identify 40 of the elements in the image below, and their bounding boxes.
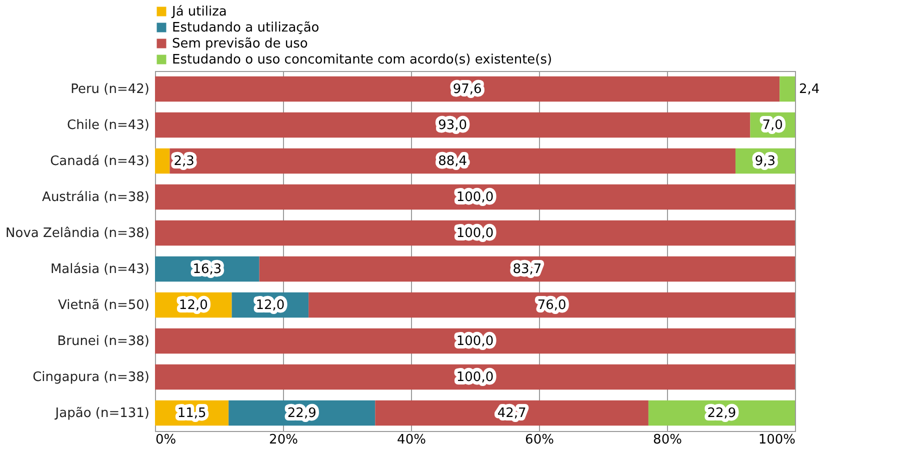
data-label: 7,0 — [762, 118, 783, 133]
data-label: 97,6 — [452, 82, 482, 97]
data-label: 42,7 — [497, 406, 526, 421]
data-label: 11,5 — [177, 406, 206, 421]
y-tick-label: Brunei (n=38) — [57, 334, 150, 349]
y-tick-label: Austrália (n=38) — [42, 190, 150, 205]
y-tick-label: Canadá (n=43) — [50, 154, 150, 169]
y-tick-label: Peru (n=42) — [70, 82, 150, 97]
x-tick-label: 40% — [397, 432, 426, 448]
legend-label: Estudando o uso concomitante com acordo(s) existente(s) — [172, 52, 552, 68]
x-tick-label: 20% — [269, 432, 298, 448]
legend-label: Sem previsão de uso — [172, 36, 308, 52]
data-label: 9,3 — [754, 154, 776, 169]
legend-label: Já utiliza — [171, 4, 227, 20]
y-tick-label: Cingapura (n=38) — [32, 370, 150, 385]
data-label: 100,0 — [456, 190, 494, 205]
data-label: 2,4 — [799, 82, 820, 97]
x-tick-label: 100% — [758, 432, 796, 448]
y-tick-label: Nova Zelândia (n=38) — [6, 226, 150, 241]
x-tick-label: 60% — [525, 432, 554, 448]
y-tick-label: Japão (n=131) — [54, 406, 150, 421]
data-label: 93,0 — [438, 118, 468, 133]
data-label: 76,0 — [537, 298, 566, 313]
data-label: 100,0 — [456, 370, 494, 385]
data-label: 100,0 — [456, 226, 494, 241]
y-tick-label: Malásia (n=43) — [50, 262, 150, 277]
data-label: 88,4 — [438, 154, 468, 169]
data-label: 2,3 — [174, 154, 194, 169]
data-label: 16,3 — [192, 262, 222, 277]
data-label: 83,7 — [512, 262, 542, 277]
data-label: 100,0 — [456, 334, 494, 349]
y-tick-label: Chile (n=43) — [67, 118, 150, 133]
x-tick-label: 80% — [653, 432, 682, 448]
data-label: 12,0 — [256, 298, 285, 313]
data-label: 22,9 — [287, 406, 316, 421]
y-tick-label: Vietnã (n=50) — [58, 298, 150, 313]
legend-label: Estudando a utilização — [172, 20, 320, 36]
x-tick-label: 0% — [156, 432, 176, 448]
data-label: 12,0 — [178, 298, 208, 313]
data-label: 22,9 — [707, 406, 736, 421]
